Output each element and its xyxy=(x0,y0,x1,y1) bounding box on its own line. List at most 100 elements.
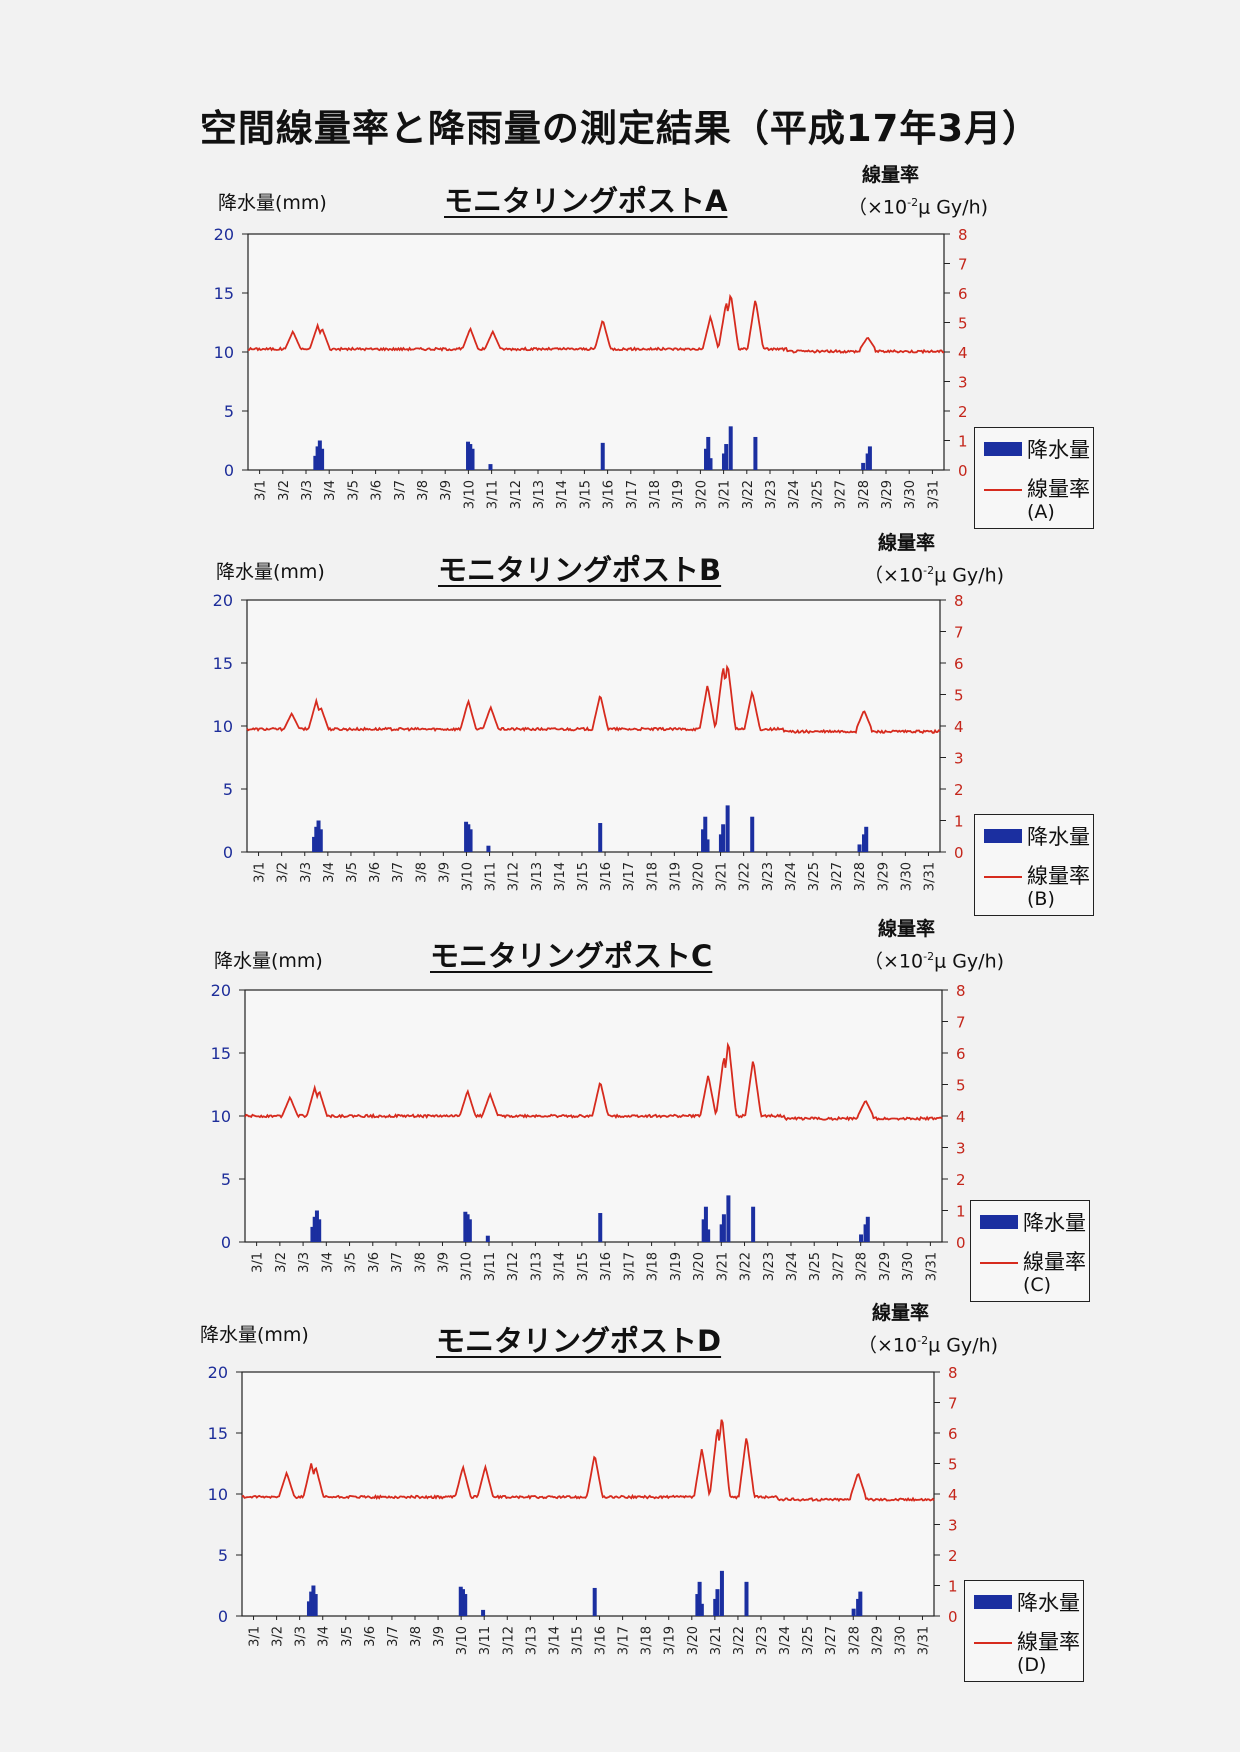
left-axis-label: 降水量(mm) xyxy=(218,192,327,214)
legend-rain-label: 降水量 xyxy=(1017,1591,1080,1615)
x-tick-label: 3/15 xyxy=(570,1626,585,1655)
x-tick-label: 3/27 xyxy=(831,1252,846,1281)
x-tick-label: 3/10 xyxy=(460,862,475,891)
legend-post-label: (C) xyxy=(1023,1274,1052,1296)
rain-bar xyxy=(864,826,869,852)
right-tick-label: 8 xyxy=(958,226,968,244)
right-tick-label: 5 xyxy=(948,1456,958,1474)
rain-bar xyxy=(704,448,709,470)
x-tick-label: 3/9 xyxy=(432,1626,447,1647)
x-tick-label: 3/16 xyxy=(594,1626,609,1655)
rain-bar xyxy=(744,1581,749,1616)
right-axis-label-line1: 線量率 xyxy=(872,1302,930,1324)
rain-bar xyxy=(719,1224,724,1242)
legend-dose-swatch xyxy=(974,1642,1012,1644)
left-tick-label: 20 xyxy=(211,981,231,1000)
legend-post-label: (B) xyxy=(1027,888,1055,910)
x-tick-label: 3/3 xyxy=(297,1252,312,1273)
x-tick-label: 3/12 xyxy=(501,1626,516,1655)
right-tick-label: 2 xyxy=(954,781,964,799)
x-tick-label: 3/29 xyxy=(876,862,891,891)
x-tick-label: 3/24 xyxy=(785,1252,800,1281)
x-tick-label: 3/19 xyxy=(671,480,686,509)
x-tick-label: 3/11 xyxy=(484,862,499,891)
x-tick-label: 3/1 xyxy=(251,1252,266,1273)
x-tick-label: 3/18 xyxy=(648,480,663,509)
x-tick-label: 3/24 xyxy=(784,862,799,891)
right-tick-label: 3 xyxy=(954,750,964,768)
right-tick-label: 6 xyxy=(958,285,968,303)
x-tick-label: 3/14 xyxy=(553,862,568,891)
x-tick-label: 3/13 xyxy=(524,1626,539,1655)
x-tick-label: 3/28 xyxy=(853,862,868,891)
right-tick-label: 1 xyxy=(954,813,964,831)
right-tick-label: 1 xyxy=(948,1578,958,1596)
rain-bar xyxy=(718,834,723,852)
x-tick-label: 3/31 xyxy=(922,862,937,891)
right-tick-label: 5 xyxy=(956,1077,966,1095)
left-tick-label: 15 xyxy=(211,1044,231,1063)
x-tick-label: 3/10 xyxy=(455,1626,470,1655)
x-tick-label: 3/15 xyxy=(578,480,593,509)
right-tick-label: 4 xyxy=(956,1108,966,1126)
rain-bar xyxy=(857,844,862,852)
x-tick-label: 3/5 xyxy=(346,480,361,501)
x-tick-label: 3/16 xyxy=(599,862,614,891)
x-tick-label: 3/21 xyxy=(715,1252,730,1281)
rain-bar xyxy=(464,821,469,852)
x-tick-label: 3/21 xyxy=(709,1626,724,1655)
rain-bar xyxy=(468,444,473,470)
legend-rain-label: 降水量 xyxy=(1023,1211,1086,1235)
rain-bar xyxy=(861,834,866,852)
rain-bar xyxy=(695,1594,700,1616)
rain-bar xyxy=(708,458,713,470)
rain-bar xyxy=(460,1589,465,1616)
x-tick-label: 3/28 xyxy=(847,1626,862,1655)
left-tick-label: 5 xyxy=(218,1546,228,1565)
left-tick-label: 20 xyxy=(213,591,233,610)
legend-dose-label: 線量率 xyxy=(1027,864,1090,888)
legend-rain-swatch xyxy=(984,442,1022,456)
x-tick-label: 3/8 xyxy=(413,1252,428,1273)
right-tick-label: 0 xyxy=(956,1234,966,1252)
rain-bar xyxy=(320,448,325,470)
x-tick-label: 3/24 xyxy=(778,1626,793,1655)
rain-bar xyxy=(481,1609,486,1616)
x-tick-label: 3/28 xyxy=(855,1252,870,1281)
rain-bar xyxy=(316,820,321,852)
legend-dose-label: 線量率 xyxy=(1023,1250,1086,1274)
x-tick-label: 3/13 xyxy=(529,1252,544,1281)
x-tick-label: 3/7 xyxy=(393,480,408,501)
rain-bar xyxy=(721,1214,726,1242)
chart-legend: 降水量 線量率 (D) xyxy=(964,1580,1084,1682)
rain-bar xyxy=(715,1589,720,1616)
rain-bar xyxy=(703,816,708,852)
rain-bar xyxy=(865,453,870,470)
rain-bar xyxy=(721,453,726,470)
x-tick-label: 3/3 xyxy=(299,862,314,883)
x-tick-label: 3/9 xyxy=(437,862,452,883)
x-tick-label: 3/3 xyxy=(294,1626,309,1647)
legend-rain-swatch xyxy=(984,829,1022,843)
rain-bar xyxy=(486,845,491,852)
right-axis-label: 線量率 （×10-2μ Gy/h) xyxy=(848,162,988,221)
x-tick-label: 3/25 xyxy=(808,1252,823,1281)
right-tick-label: 1 xyxy=(958,433,968,451)
rain-bar xyxy=(867,446,872,470)
x-tick-label: 3/22 xyxy=(738,862,753,891)
rain-bar xyxy=(751,1206,756,1242)
x-tick-label: 3/6 xyxy=(363,1626,378,1647)
dose-series-line xyxy=(244,1041,943,1122)
x-tick-label: 3/20 xyxy=(691,862,706,891)
chart-title: モニタリングポストC xyxy=(430,939,713,973)
left-tick-label: 20 xyxy=(208,1363,228,1382)
x-tick-label: 3/31 xyxy=(916,1626,931,1655)
left-tick-label: 15 xyxy=(214,284,234,303)
rain-bar xyxy=(725,805,730,852)
right-tick-label: 6 xyxy=(954,655,964,673)
rain-bar xyxy=(706,1229,711,1242)
rain-bar xyxy=(721,824,726,852)
rain-bar xyxy=(713,1598,718,1616)
left-tick-label: 5 xyxy=(224,402,234,421)
x-tick-label: 3/3 xyxy=(300,480,315,501)
